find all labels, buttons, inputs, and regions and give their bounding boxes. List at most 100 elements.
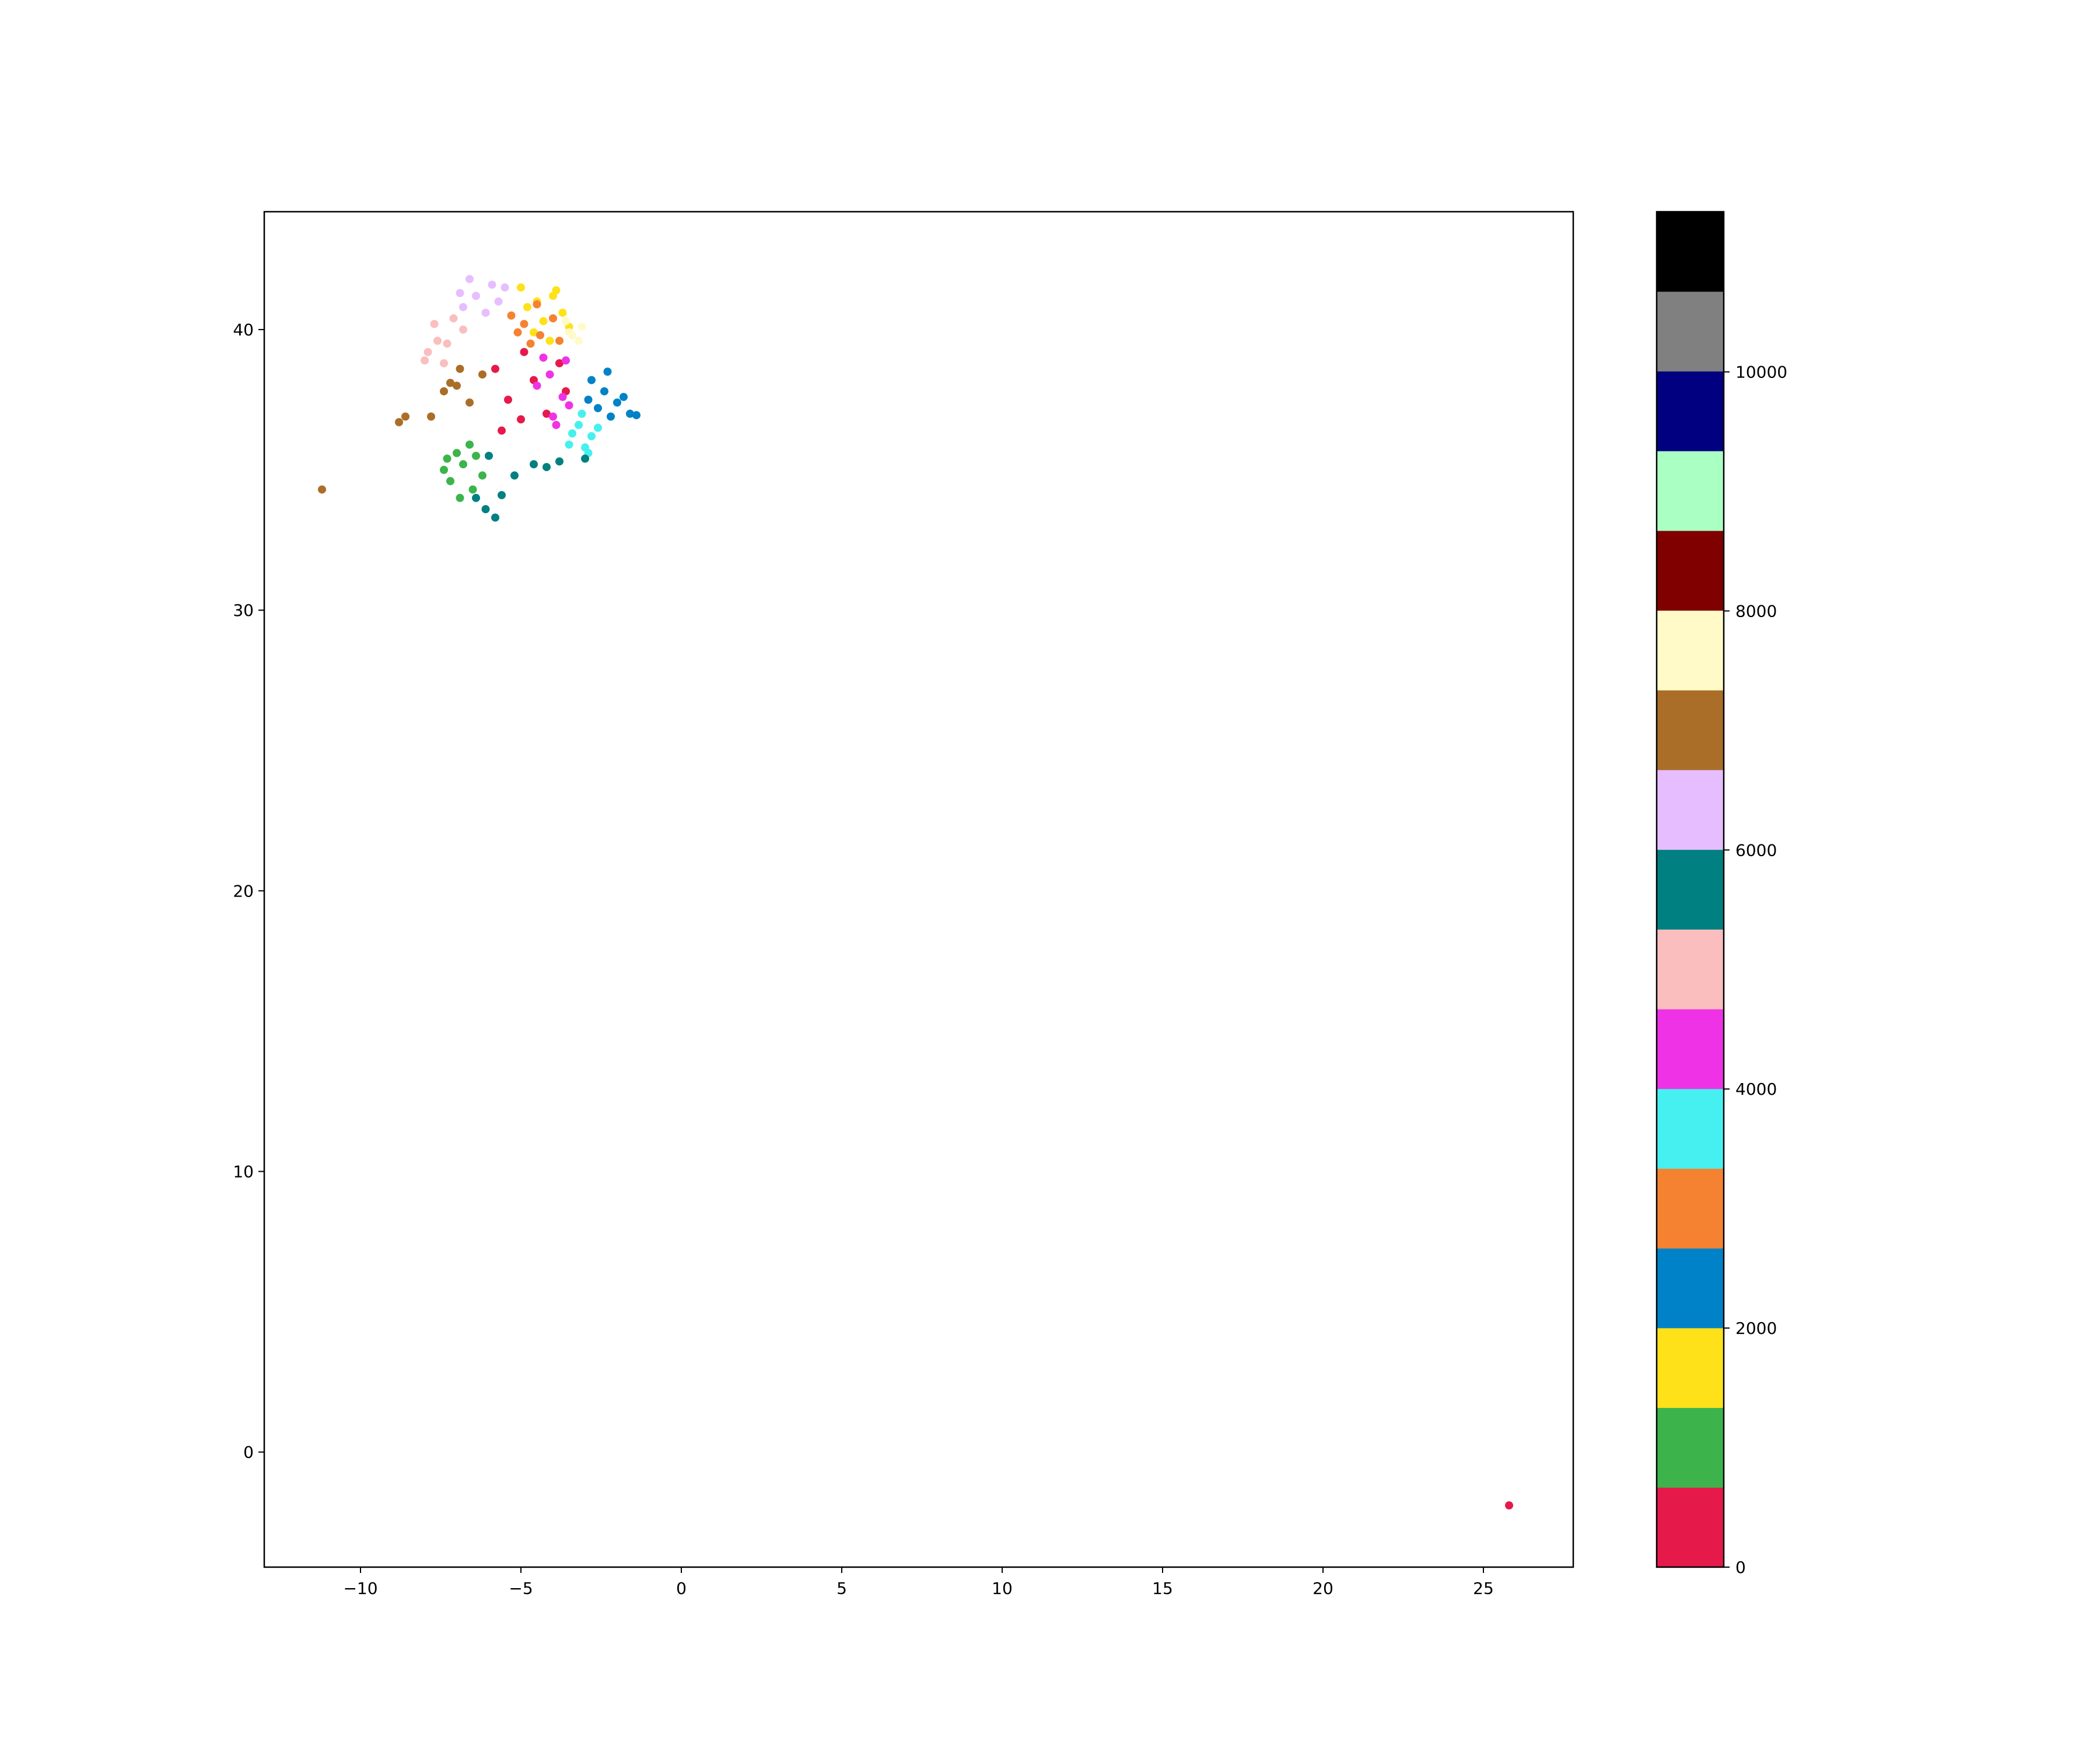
y-tick-label: 10 [233, 1162, 254, 1182]
scatter-point [536, 331, 544, 339]
scatter-point [517, 283, 525, 292]
scatter-point [459, 460, 467, 469]
scatter-point [533, 381, 541, 390]
scatter-point [520, 348, 528, 356]
scatter-point [539, 317, 548, 325]
scatter-point [632, 411, 640, 419]
scatter-point [513, 328, 522, 337]
scatter-point [453, 448, 461, 457]
x-axis: −10 −5 0 5 10 15 20 25 [343, 1567, 1494, 1598]
y-axis: 0 10 20 30 40 [233, 320, 264, 1462]
scatter-point [504, 395, 512, 404]
colorbar-segment [1657, 530, 1724, 611]
scatter-point [456, 365, 464, 373]
scatter-point [565, 440, 573, 449]
scatter-point [545, 337, 554, 345]
colorbar-segment [1657, 212, 1724, 292]
scatter-point [501, 283, 509, 292]
scatter-point [581, 454, 589, 463]
scatter-point [472, 493, 480, 502]
scatter-point [401, 412, 410, 421]
colorbar-segment [1657, 1327, 1724, 1408]
scatter-point [539, 353, 548, 362]
scatter-point [424, 348, 432, 356]
scatter-point [468, 485, 477, 494]
colorbar-segment [1657, 929, 1724, 1010]
scatter-point [494, 297, 503, 306]
scatter-point [620, 393, 628, 401]
colorbar-frame [1656, 211, 1725, 1568]
scatter-point [600, 387, 608, 395]
colorbar-segment [1657, 1248, 1724, 1329]
scatter-point [478, 471, 487, 480]
scatter-point [558, 309, 567, 317]
scatter-point [523, 303, 531, 311]
scatter-point [584, 395, 593, 404]
colorbar-segment [1657, 1487, 1724, 1568]
x-tick-label: 10 [992, 1579, 1013, 1598]
scatter-point [542, 409, 551, 418]
scatter-point [459, 303, 467, 311]
scatter-point [587, 432, 596, 440]
y-tick-label: 30 [233, 601, 254, 620]
scatter-point [453, 381, 461, 390]
scatter-point [510, 471, 519, 480]
scatter-point [626, 409, 634, 418]
x-tick-label: 20 [1312, 1579, 1334, 1598]
scatter-point [526, 339, 535, 348]
scatter-point [603, 367, 612, 376]
scatter-point [533, 300, 541, 309]
colorbar-segment [1657, 1088, 1724, 1169]
scatter-point [466, 398, 474, 407]
scatter-point [575, 421, 583, 429]
colorbar-segment [1657, 690, 1724, 770]
scatter-point [498, 426, 506, 435]
scatter-point [549, 412, 557, 421]
x-tick-label: 5 [836, 1579, 847, 1598]
scatter-point [613, 398, 621, 407]
scatter-point [440, 387, 448, 395]
scatter-point [459, 325, 467, 334]
x-tick-label: −10 [343, 1579, 377, 1598]
scatter-point [530, 460, 538, 469]
x-tick-label: 0 [676, 1579, 687, 1598]
scatter-point [568, 429, 576, 438]
scatter-point [472, 451, 480, 460]
scatter-point [498, 490, 506, 499]
colorbar-tick-label: 4000 [1735, 1080, 1777, 1099]
scatter-point [491, 513, 499, 522]
scatter-point [485, 451, 493, 460]
scatter-point [575, 337, 583, 345]
scatter-point [517, 415, 525, 424]
scatter-point [520, 320, 528, 328]
scatter-point [565, 328, 573, 337]
colorbar-segment [1657, 1168, 1724, 1249]
scatter-point [478, 370, 487, 379]
scatter-point [491, 365, 499, 373]
scatter-point [581, 443, 589, 452]
colorbar-tick-label: 10000 [1735, 363, 1787, 382]
colorbar-tick-label: 2000 [1735, 1319, 1777, 1338]
plot-frame [263, 211, 1574, 1568]
scatter-point [578, 409, 586, 418]
scatter-point [466, 275, 474, 283]
colorbar-segment [1657, 1407, 1724, 1488]
colorbar: 0 2000 4000 6000 8000 10000 [1656, 211, 1787, 1577]
scatter-point [466, 440, 474, 449]
colorbar-segment [1657, 769, 1724, 850]
scatter-point [578, 323, 586, 331]
scatter-point [530, 328, 538, 337]
scatter-point [456, 493, 464, 502]
scatter-point [552, 286, 561, 295]
scatter-point [318, 485, 326, 494]
colorbar-tick-label: 0 [1735, 1558, 1746, 1577]
scatter-point [594, 404, 602, 412]
scatter-point [587, 376, 596, 384]
scatter-point [594, 423, 602, 432]
scatter-point [481, 505, 490, 514]
scatter-point [433, 337, 442, 345]
scatter-point [552, 421, 561, 429]
scatter-point [481, 309, 490, 317]
